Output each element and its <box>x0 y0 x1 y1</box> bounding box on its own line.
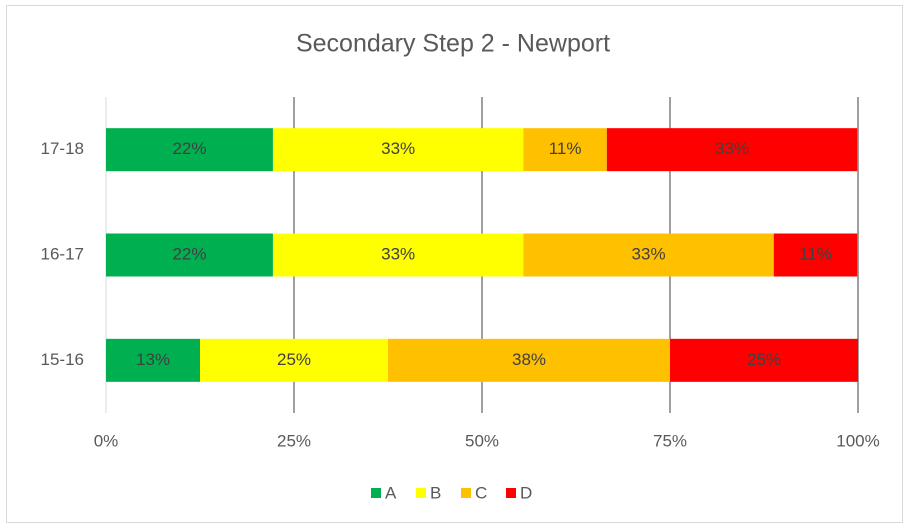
bar-segment <box>106 233 273 277</box>
legend-swatch <box>416 488 426 498</box>
y-tick-label: 17-18 <box>41 139 84 158</box>
y-tick-label: 16-17 <box>41 244 84 263</box>
data-label: 25% <box>277 350 311 369</box>
bar-segment <box>200 338 388 382</box>
y-tick-label: 15-16 <box>41 350 84 369</box>
chart-title: Secondary Step 2 - Newport <box>296 30 610 58</box>
bar-segment <box>523 233 774 277</box>
bar-segment <box>106 128 273 172</box>
data-label: 38% <box>512 350 546 369</box>
legend-swatch <box>506 488 516 498</box>
x-tick-label: 100% <box>836 431 879 450</box>
bar-segment <box>606 128 858 172</box>
data-label: 25% <box>747 350 781 369</box>
bar-segment <box>272 128 524 172</box>
data-label: 13% <box>136 350 170 369</box>
x-tick-label: 25% <box>277 431 311 450</box>
legend-label: A <box>385 483 397 502</box>
legend-swatch <box>371 488 381 498</box>
bar-segment <box>272 233 524 277</box>
data-label: 11% <box>799 244 832 263</box>
bar-segment <box>523 128 607 172</box>
data-label: 22% <box>172 139 206 158</box>
bar-segment <box>670 338 858 382</box>
legend-label: C <box>475 483 487 502</box>
bar-segment <box>773 233 858 277</box>
x-tick-label: 0% <box>94 431 119 450</box>
data-label: 22% <box>172 244 206 263</box>
bar-segment <box>388 338 670 382</box>
data-label: 11% <box>549 139 582 158</box>
data-label: 33% <box>632 244 666 263</box>
legend-label: D <box>520 483 532 502</box>
legend-label: B <box>430 483 441 502</box>
data-label: 33% <box>381 139 415 158</box>
x-tick-label: 75% <box>653 431 687 450</box>
legend-swatch <box>461 488 471 498</box>
data-label: 33% <box>381 244 415 263</box>
data-label: 33% <box>715 139 749 158</box>
x-tick-label: 50% <box>465 431 499 450</box>
bar-segment <box>106 338 200 382</box>
